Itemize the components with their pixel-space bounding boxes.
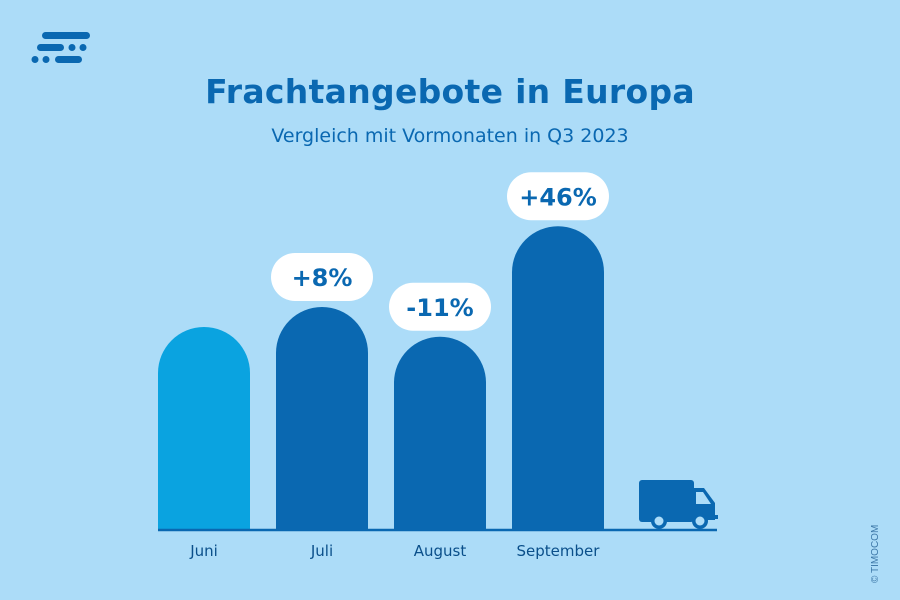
truck-icon	[639, 480, 718, 529]
data-label: +8%	[271, 253, 373, 301]
timocom-logo-icon	[31, 32, 90, 63]
x-tick-label: August	[414, 542, 467, 560]
x-tick-label: Juni	[189, 542, 218, 560]
bar-juni	[158, 327, 250, 530]
chart-subtitle: Vergleich mit Vormonaten in Q3 2023	[271, 125, 629, 147]
copyright-text: © TIMOCOM	[870, 524, 881, 583]
data-label-text: +8%	[292, 264, 353, 292]
data-label-pill	[507, 172, 609, 221]
data-label: -11%	[389, 282, 491, 331]
bar-juli	[276, 307, 368, 530]
bar-september	[512, 226, 604, 531]
chart-title: Frachtangebote in Europa	[205, 72, 695, 111]
data-label: +46%	[507, 172, 609, 221]
data-label-text: -11%	[406, 294, 473, 322]
data-label-pill	[271, 253, 373, 301]
data-label-text: +46%	[519, 183, 597, 211]
x-tick-label: September	[517, 542, 601, 560]
bar-august	[394, 336, 487, 530]
x-tick-label: Juli	[310, 542, 333, 560]
data-label-pill	[389, 282, 491, 331]
